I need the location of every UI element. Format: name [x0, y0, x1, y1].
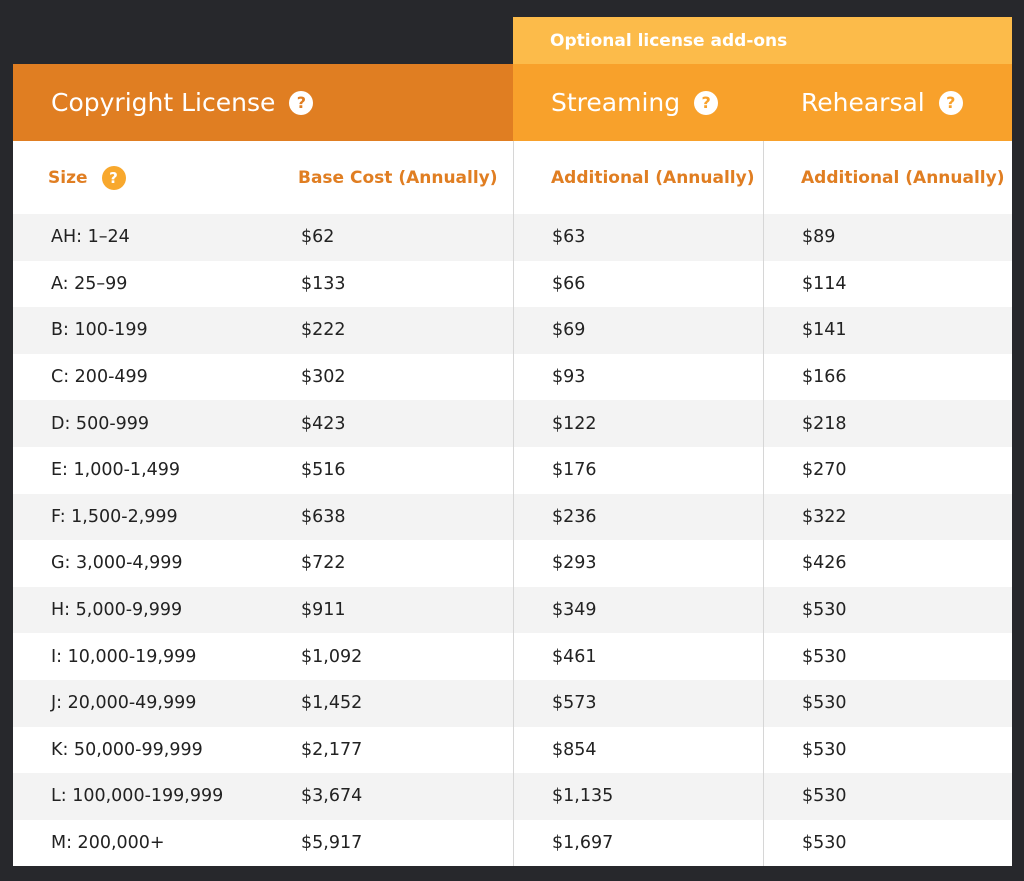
cell-base-cost: $911	[301, 600, 346, 621]
rehearsal-help-icon[interactable]: ?	[938, 90, 963, 115]
subheader-size-label: Size	[48, 167, 88, 188]
cell-streaming-cost: $66	[513, 260, 763, 308]
cell-base-cost: $222	[301, 320, 346, 341]
header-copyright-license: Copyright License ?	[13, 64, 513, 141]
cell-streaming-cost: $176	[513, 446, 763, 494]
table-row: D: 500-999 $423 $122 $218	[13, 400, 1012, 447]
cell-streaming-cost: $349	[513, 586, 763, 634]
cell-rehearsal-cost: $530	[763, 773, 1012, 820]
table-row: I: 10,000-19,999 $1,092 $461 $530	[13, 633, 1012, 680]
cell-rehearsal-cost: $530	[763, 679, 1012, 727]
header-streaming: Streaming ?	[513, 64, 763, 141]
addons-banner: Optional license add-ons	[513, 17, 1012, 64]
table-row: M: 200,000+ $5,917 $1,697 $530	[13, 819, 1012, 867]
cell-streaming-cost: $573	[513, 679, 763, 727]
table-row: B: 100-199 $222 $69 $141	[13, 307, 1012, 354]
cell-base-cost: $62	[301, 227, 335, 248]
header-rehearsal: Rehearsal ?	[763, 64, 1012, 141]
cell-streaming-cost: $1,697	[513, 819, 763, 867]
cell-streaming-cost: $93	[513, 353, 763, 401]
cell-rehearsal-cost: $114	[763, 260, 1012, 308]
table-row: C: 200-499 $302 $93 $166	[13, 353, 1012, 401]
subheader-base-cost: Base Cost (Annually)	[298, 167, 498, 188]
streaming-help-icon[interactable]: ?	[694, 90, 719, 115]
cell-streaming-cost: $63	[513, 214, 763, 261]
cell-size: I: 10,000-19,999	[51, 646, 197, 667]
pricing-rows: AH: 1–24 $62 $63 $89 A: 25–99 $133 $66 $114 B: 1…	[13, 214, 1012, 867]
cell-size: B: 100-199	[51, 320, 148, 341]
cell-size: L: 100,000-199,999	[51, 786, 224, 807]
table-row: G: 3,000-4,999 $722 $293 $426	[13, 540, 1012, 587]
table-header: Copyright License ? Streaming ? Rehearsa…	[13, 64, 1012, 141]
cell-rehearsal-cost: $426	[763, 540, 1012, 587]
cell-size: G: 3,000-4,999	[51, 553, 183, 574]
table-row: L: 100,000-199,999 $3,674 $1,135 $530	[13, 773, 1012, 820]
subheader-size: Size ?	[13, 141, 263, 214]
cell-size: D: 500-999	[51, 413, 150, 434]
cell-base-cost: $1,452	[301, 693, 363, 714]
cell-streaming-cost: $69	[513, 307, 763, 354]
cell-size: J: 20,000-49,999	[51, 693, 197, 714]
pricing-table-body: Size ? Base Cost (Annually) Additional (…	[13, 141, 1012, 867]
column-subheader-row: Size ? Base Cost (Annually) Additional (…	[13, 141, 1012, 214]
addons-banner-label: Optional license add-ons	[550, 30, 788, 51]
header-copyright-label: Copyright License	[51, 88, 276, 117]
cell-base-cost: $423	[301, 413, 346, 434]
cell-size: A: 25–99	[51, 273, 128, 294]
cell-rehearsal-cost: $270	[763, 446, 1012, 494]
cell-streaming-cost: $1,135	[513, 773, 763, 820]
cell-rehearsal-cost: $322	[763, 493, 1012, 541]
cell-base-cost: $2,177	[301, 739, 363, 760]
subheader-streaming-additional: Additional (Annually)	[513, 141, 763, 214]
cell-base-cost: $722	[301, 553, 346, 574]
table-row: A: 25–99 $133 $66 $114	[13, 260, 1012, 308]
cell-base-cost: $5,917	[301, 833, 363, 854]
table-row: E: 1,000-1,499 $516 $176 $270	[13, 446, 1012, 494]
cell-size: H: 5,000-9,999	[51, 600, 183, 621]
cell-size: AH: 1–24	[51, 227, 130, 248]
cell-base-cost: $1,092	[301, 646, 363, 667]
header-streaming-label: Streaming	[551, 88, 681, 117]
cell-rehearsal-cost: $166	[763, 353, 1012, 401]
cell-streaming-cost: $461	[513, 633, 763, 680]
table-row: AH: 1–24 $62 $63 $89	[13, 214, 1012, 261]
cell-size: F: 1,500-2,999	[51, 506, 178, 527]
cell-base-cost: $3,674	[301, 786, 363, 807]
cell-base-cost: $516	[301, 460, 346, 481]
table-row: K: 50,000-99,999 $2,177 $854 $530	[13, 726, 1012, 774]
cell-size: E: 1,000-1,499	[51, 460, 181, 481]
cell-size: M: 200,000+	[51, 833, 165, 854]
cell-rehearsal-cost: $218	[763, 400, 1012, 447]
cell-base-cost: $133	[301, 273, 346, 294]
cell-base-cost: $302	[301, 367, 346, 388]
cell-rehearsal-cost: $89	[763, 214, 1012, 261]
cell-rehearsal-cost: $530	[763, 633, 1012, 680]
cell-streaming-cost: $293	[513, 540, 763, 587]
table-row: H: 5,000-9,999 $911 $349 $530	[13, 586, 1012, 634]
cell-rehearsal-cost: $530	[763, 819, 1012, 867]
subheader-rehearsal-additional: Additional (Annually)	[763, 141, 1012, 214]
cell-rehearsal-cost: $530	[763, 726, 1012, 774]
header-rehearsal-label: Rehearsal	[801, 88, 925, 117]
cell-streaming-cost: $854	[513, 726, 763, 774]
cell-size: C: 200-499	[51, 367, 148, 388]
cell-streaming-cost: $122	[513, 400, 763, 447]
cell-size: K: 50,000-99,999	[51, 739, 203, 760]
size-help-icon[interactable]: ?	[101, 165, 126, 190]
table-row: J: 20,000-49,999 $1,452 $573 $530	[13, 679, 1012, 727]
cell-rehearsal-cost: $141	[763, 307, 1012, 354]
cell-streaming-cost: $236	[513, 493, 763, 541]
table-row: F: 1,500-2,999 $638 $236 $322	[13, 493, 1012, 541]
cell-base-cost: $638	[301, 506, 346, 527]
copyright-help-icon[interactable]: ?	[289, 90, 314, 115]
cell-rehearsal-cost: $530	[763, 586, 1012, 634]
